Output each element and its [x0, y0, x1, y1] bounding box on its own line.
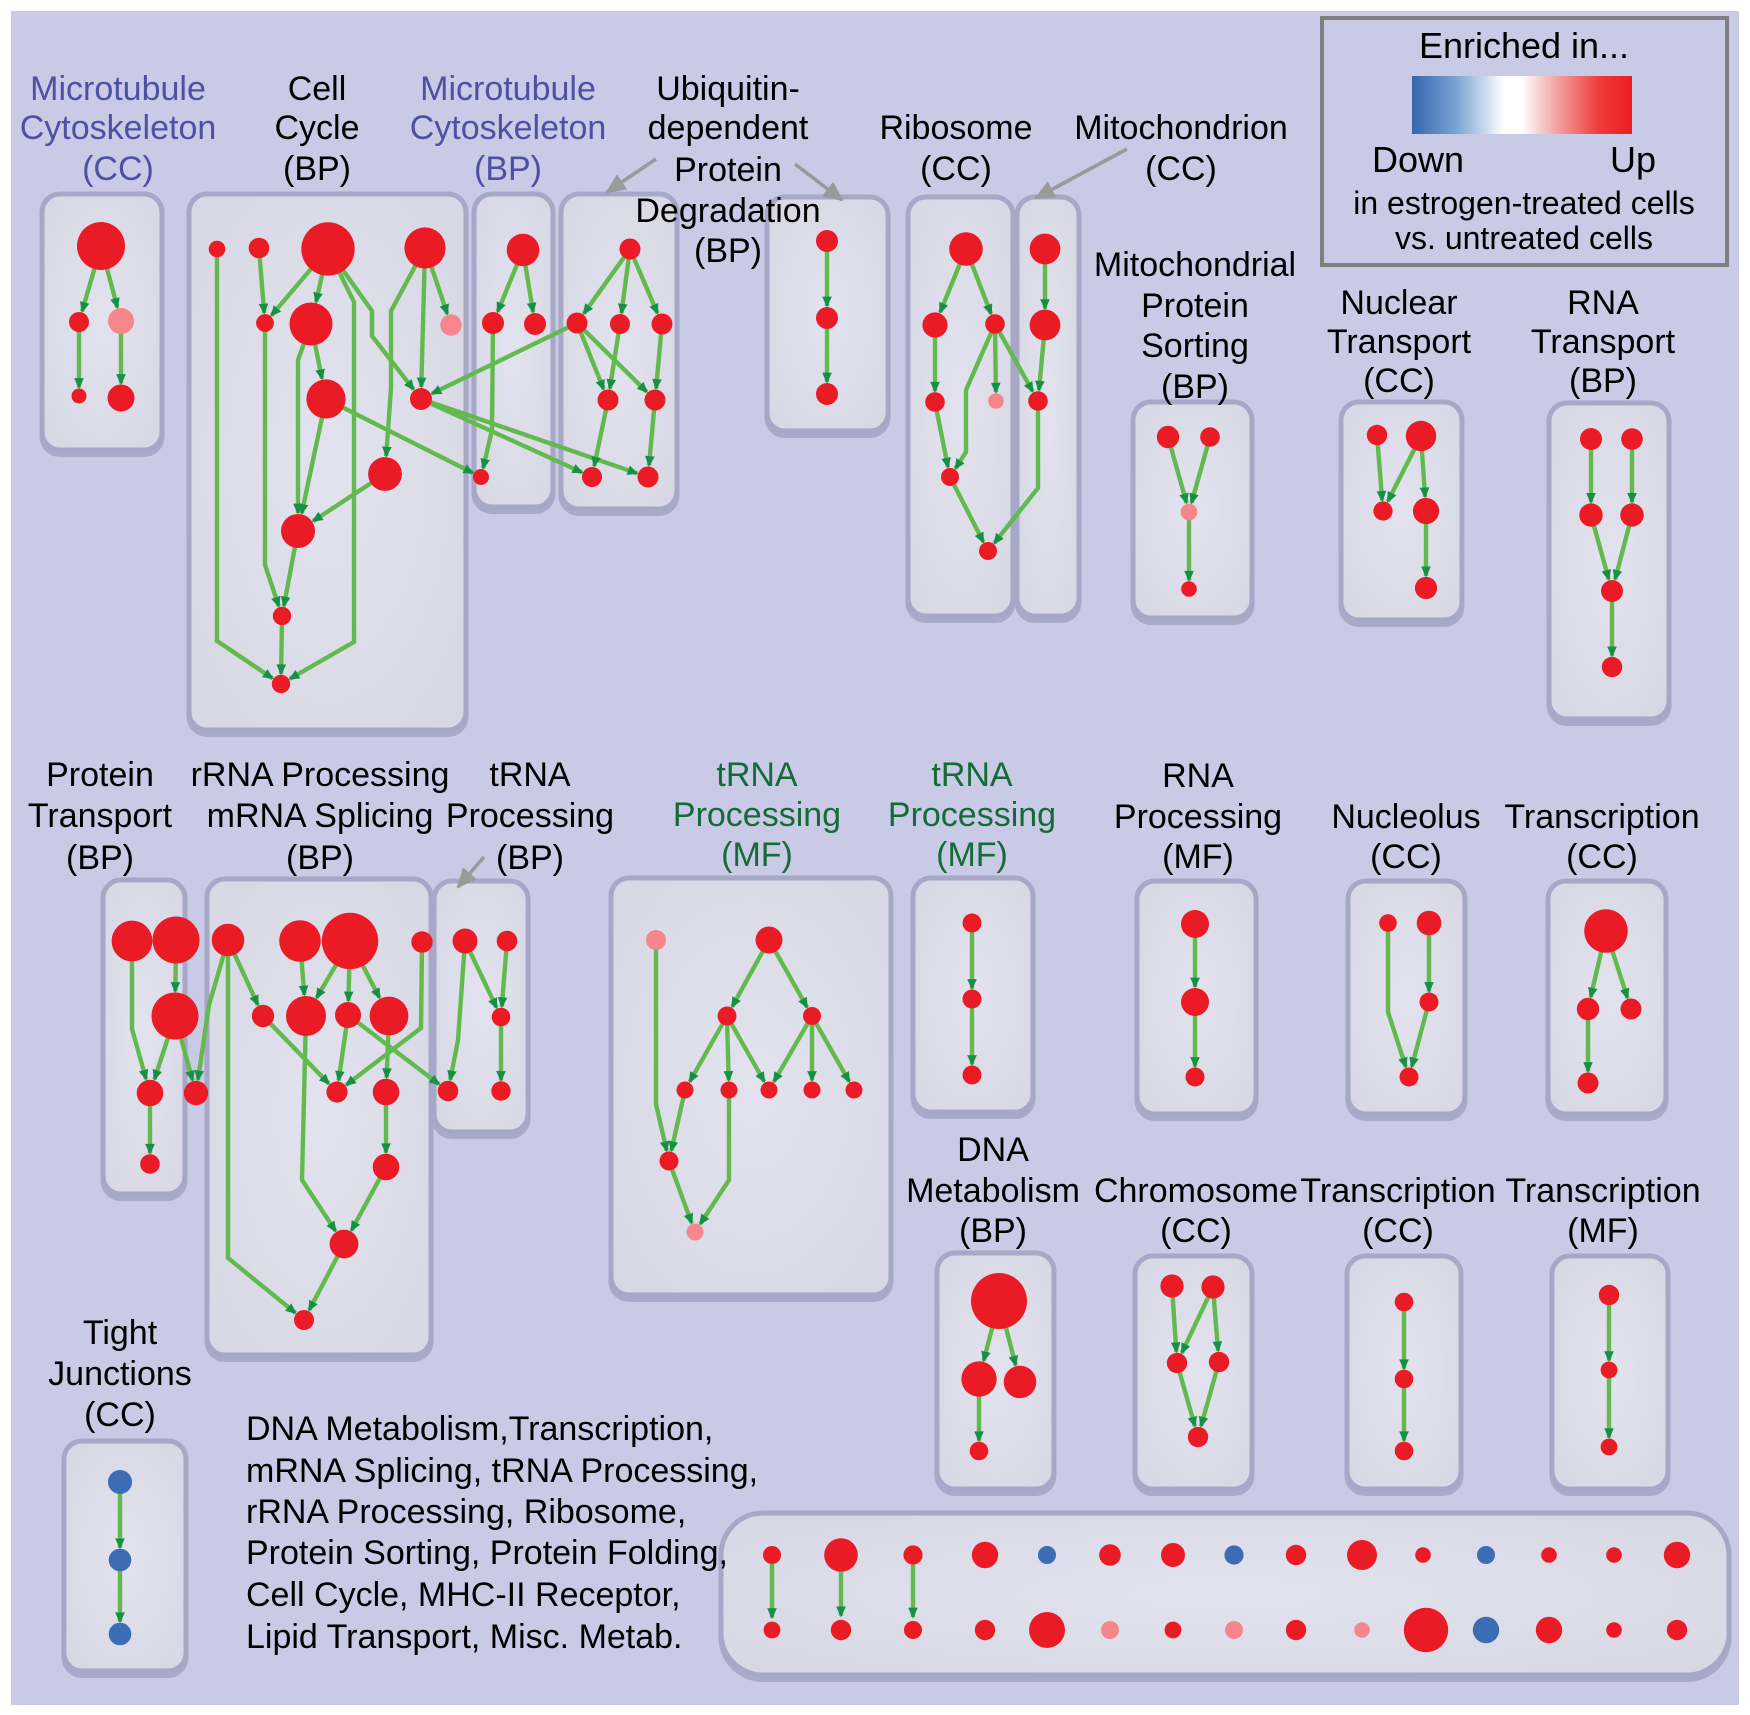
- svg-text:Mitochondrial: Mitochondrial: [1094, 246, 1296, 284]
- svg-text:(CC): (CC): [920, 150, 992, 188]
- svg-text:rRNA Processing, Ribosome,: rRNA Processing, Ribosome,: [246, 1493, 686, 1531]
- svg-text:(CC): (CC): [82, 150, 154, 188]
- svg-text:(CC): (CC): [84, 1396, 156, 1434]
- svg-text:Transport: Transport: [28, 797, 173, 835]
- svg-text:Transport: Transport: [1531, 323, 1676, 361]
- svg-text:Enriched in...: Enriched in...: [1419, 25, 1629, 66]
- svg-text:Sorting: Sorting: [1141, 327, 1249, 365]
- svg-text:Nucleolus: Nucleolus: [1331, 798, 1480, 836]
- svg-text:tRNA: tRNA: [716, 756, 798, 794]
- svg-text:Processing: Processing: [888, 796, 1056, 834]
- svg-text:Processing: Processing: [673, 796, 841, 834]
- svg-text:in estrogen-treated cells: in estrogen-treated cells: [1353, 185, 1695, 221]
- svg-text:mRNA Splicing, tRNA Processing: mRNA Splicing, tRNA Processing,: [246, 1452, 758, 1490]
- svg-text:DNA: DNA: [957, 1131, 1029, 1169]
- svg-text:Protein: Protein: [674, 151, 782, 189]
- svg-text:Tight: Tight: [83, 1314, 158, 1352]
- svg-text:RNA: RNA: [1162, 757, 1234, 795]
- svg-text:rRNA Processing: rRNA Processing: [191, 756, 450, 794]
- svg-text:Chromosome: Chromosome: [1094, 1172, 1298, 1210]
- svg-text:(BP): (BP): [66, 839, 134, 877]
- svg-text:(CC): (CC): [1370, 838, 1442, 876]
- svg-text:(CC): (CC): [1362, 1212, 1434, 1250]
- svg-text:Nuclear: Nuclear: [1340, 284, 1457, 322]
- svg-text:Ribosome: Ribosome: [879, 109, 1032, 147]
- svg-text:Transport: Transport: [1327, 323, 1472, 361]
- svg-text:tRNA: tRNA: [931, 756, 1013, 794]
- svg-text:Transcription: Transcription: [1300, 1172, 1495, 1210]
- svg-text:Microtubule: Microtubule: [30, 70, 206, 108]
- svg-text:(MF): (MF): [936, 836, 1008, 874]
- svg-text:Protein: Protein: [46, 756, 154, 794]
- svg-text:(MF): (MF): [1567, 1212, 1639, 1250]
- svg-text:Metabolism: Metabolism: [906, 1172, 1080, 1210]
- svg-text:vs. untreated cells: vs. untreated cells: [1395, 220, 1653, 256]
- svg-text:Cytoskeleton: Cytoskeleton: [410, 109, 607, 147]
- svg-text:Processing: Processing: [446, 797, 614, 835]
- svg-text:Processing: Processing: [1114, 798, 1282, 836]
- svg-text:(BP): (BP): [474, 150, 542, 188]
- svg-text:Degradation: Degradation: [635, 192, 820, 230]
- svg-text:RNA: RNA: [1567, 284, 1639, 322]
- svg-text:(CC): (CC): [1566, 838, 1638, 876]
- svg-text:(MF): (MF): [721, 836, 793, 874]
- svg-text:Mitochondrion: Mitochondrion: [1074, 109, 1288, 147]
- svg-text:(CC): (CC): [1145, 150, 1217, 188]
- svg-text:Cycle: Cycle: [274, 109, 359, 147]
- svg-text:(BP): (BP): [496, 839, 564, 877]
- svg-text:(BP): (BP): [286, 839, 354, 877]
- svg-text:Cell Cycle, MHC-II Receptor,: Cell Cycle, MHC-II Receptor,: [246, 1576, 681, 1614]
- svg-text:(BP): (BP): [1569, 362, 1637, 400]
- svg-text:(BP): (BP): [694, 232, 762, 270]
- svg-text:Transcription: Transcription: [1505, 1172, 1700, 1210]
- svg-text:(MF): (MF): [1162, 838, 1234, 876]
- svg-text:Ubiquitin-: Ubiquitin-: [656, 70, 800, 108]
- svg-text:(CC): (CC): [1160, 1212, 1232, 1250]
- svg-text:Down: Down: [1372, 139, 1464, 180]
- svg-text:DNA Metabolism,Transcription,: DNA Metabolism,Transcription,: [246, 1410, 713, 1448]
- svg-text:Up: Up: [1610, 139, 1656, 180]
- svg-text:tRNA: tRNA: [489, 756, 571, 794]
- svg-text:Protein: Protein: [1141, 287, 1249, 325]
- svg-text:Transcription: Transcription: [1504, 798, 1699, 836]
- svg-text:Cell: Cell: [288, 70, 347, 108]
- svg-text:Junctions: Junctions: [48, 1355, 192, 1393]
- svg-text:(BP): (BP): [959, 1212, 1027, 1250]
- svg-text:(BP): (BP): [283, 150, 351, 188]
- svg-text:Protein Sorting, Protein Foldi: Protein Sorting, Protein Folding,: [246, 1534, 728, 1572]
- svg-text:(BP): (BP): [1161, 368, 1229, 406]
- svg-text:Lipid Transport, Misc. Metab.: Lipid Transport, Misc. Metab.: [246, 1618, 683, 1656]
- svg-text:Microtubule: Microtubule: [420, 70, 596, 108]
- svg-text:Cytoskeleton: Cytoskeleton: [20, 109, 217, 147]
- svg-text:dependent: dependent: [648, 109, 809, 147]
- svg-text:mRNA Splicing: mRNA Splicing: [207, 797, 434, 835]
- svg-text:(CC): (CC): [1363, 362, 1435, 400]
